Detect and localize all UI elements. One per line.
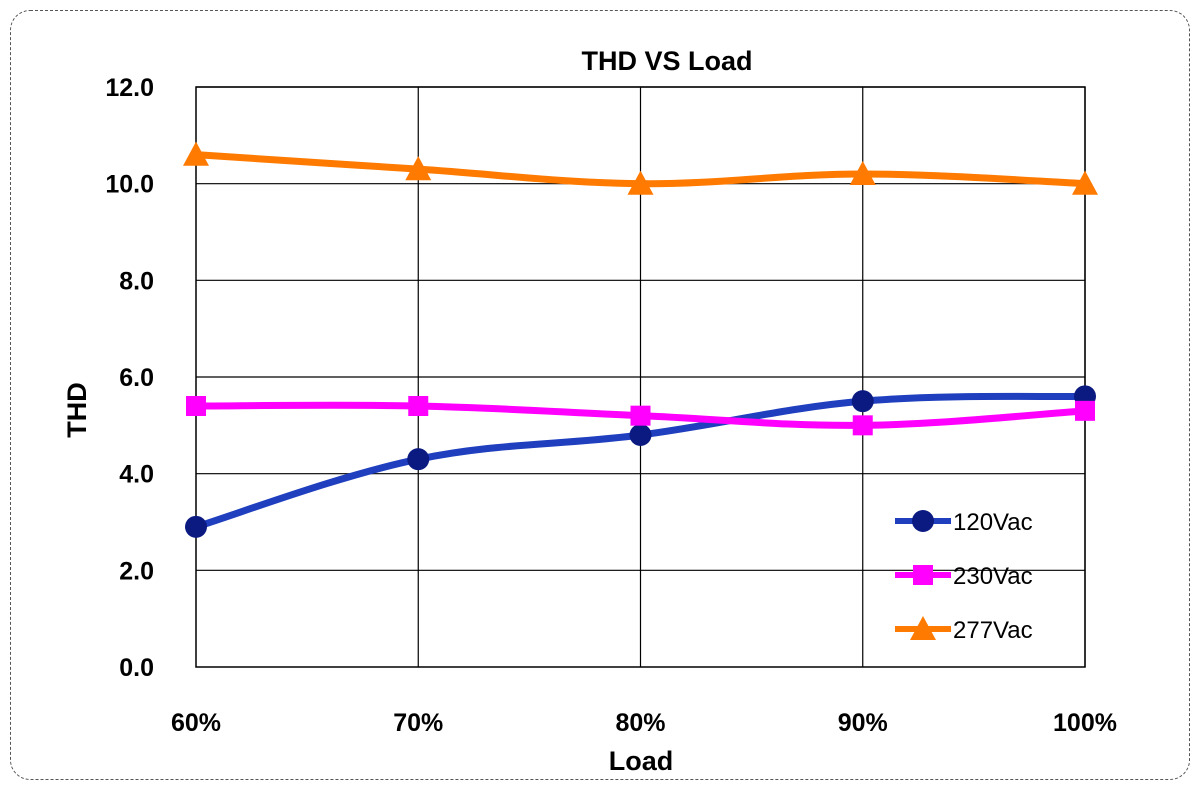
x-tick-label: 70% (393, 709, 443, 737)
legend-label: 277Vac (953, 617, 1033, 644)
legend-marker (912, 510, 934, 532)
x-tick-label: 60% (171, 709, 221, 737)
x-tick-label: 100% (1053, 709, 1117, 737)
y-tick-label: 10.0 (105, 171, 154, 199)
legend-marker (910, 616, 936, 641)
data-point (630, 405, 651, 426)
series-230Vac (186, 396, 1095, 436)
data-point (408, 396, 429, 416)
legend-item: 277Vac (895, 616, 1033, 644)
data-point (851, 390, 874, 413)
data-point (1075, 400, 1095, 421)
y-tick-label: 12.0 (105, 74, 154, 102)
data-point (405, 156, 432, 181)
chart-frame (10, 10, 1190, 780)
legend-label: 230Vac (953, 563, 1033, 590)
y-axis-title: THD (62, 382, 92, 438)
y-tick-label: 0.0 (119, 654, 154, 682)
y-tick-label: 6.0 (119, 364, 154, 392)
data-point (1072, 170, 1098, 195)
legend-item: 120Vac (895, 509, 1033, 536)
x-axis-title: Load (609, 746, 674, 776)
series-277Vac (183, 141, 1098, 195)
legend-marker (913, 565, 933, 585)
data-point (852, 415, 873, 436)
data-point (183, 141, 209, 166)
data-point (185, 515, 207, 538)
chart-title: THD VS Load (581, 46, 752, 76)
y-tick-label: 2.0 (119, 557, 154, 585)
legend-item: 230Vac (895, 563, 1033, 590)
legend: 120Vac 230Vac 277Vac (895, 509, 1033, 644)
plot-area-border (195, 86, 1086, 668)
y-tick-label: 8.0 (119, 267, 154, 295)
x-tick-label: 90% (838, 709, 888, 737)
axis-layer: 0.0 2.0 4.0 6.0 8.0 10.0 12.0 60% 70% 80% 90% 100% (105, 74, 1117, 737)
data-point (186, 396, 206, 416)
series-layer (183, 141, 1098, 538)
data-point (629, 424, 652, 446)
data-point (849, 161, 876, 186)
y-tick-label: 4.0 (119, 461, 154, 489)
data-point (407, 448, 430, 471)
data-point (627, 170, 654, 195)
legend-label: 120Vac (953, 509, 1033, 536)
x-tick-label: 80% (615, 709, 665, 737)
